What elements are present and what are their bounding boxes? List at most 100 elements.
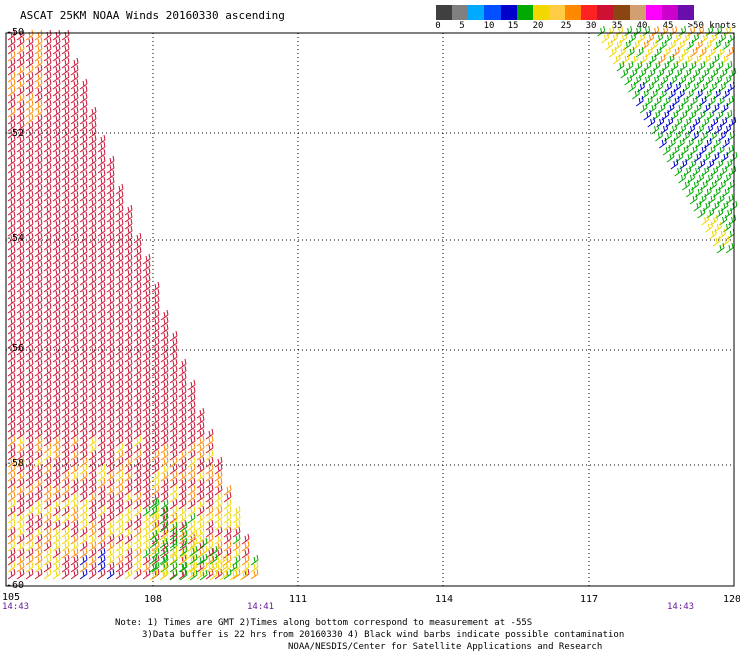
wind-barb: [61, 568, 70, 580]
wind-barb: [70, 71, 79, 83]
wind-barb: [209, 569, 218, 581]
wind-barb: [25, 50, 34, 62]
wind-barb: [647, 116, 656, 128]
wind-barb: [178, 491, 187, 503]
wind-barb: [124, 449, 133, 461]
wind-barb: [25, 57, 34, 69]
wind-barb: [151, 421, 160, 433]
wind-barb: [7, 547, 16, 559]
wind-barb: [151, 463, 160, 475]
wind-barb: [70, 540, 79, 552]
wind-barb: [133, 442, 142, 454]
wind-barb: [70, 561, 79, 573]
wind-barb: [97, 330, 106, 342]
wind-barb: [214, 463, 223, 475]
wind-barb: [16, 281, 25, 293]
wind-barb: [70, 428, 79, 440]
wind-barbs: [7, 25, 738, 581]
wind-barb: [133, 400, 142, 412]
wind-barb: [88, 519, 97, 531]
wind-barb: [124, 211, 133, 223]
wind-barb: [70, 337, 79, 349]
wind-barb: [88, 190, 97, 202]
wind-barb: [151, 358, 160, 370]
wind-barb: [159, 513, 168, 525]
wind-barb: [43, 442, 52, 454]
wind-barb: [25, 519, 34, 531]
wind-barb: [25, 225, 34, 237]
wind-barb: [223, 491, 232, 503]
wind-barb: [7, 155, 16, 167]
wind-barb: [7, 533, 16, 545]
wind-barb: [43, 400, 52, 412]
wind-barb: [241, 554, 250, 566]
wind-barb: [79, 169, 88, 181]
wind-barb: [52, 267, 61, 279]
wind-barb: [151, 386, 160, 398]
wind-barb: [88, 568, 97, 580]
wind-barb: [79, 533, 88, 545]
wind-barb: [61, 330, 70, 342]
wind-barb: [151, 393, 160, 405]
wind-barb: [106, 491, 115, 503]
wind-barb: [52, 491, 61, 503]
wind-barb: [16, 386, 25, 398]
wind-barb: [79, 120, 88, 132]
wind-barb: [61, 365, 70, 377]
wind-barb: [142, 519, 151, 531]
wind-barb: [97, 190, 106, 202]
wind-barb: [133, 246, 142, 258]
wind-barb: [52, 449, 61, 461]
wind-barb: [7, 204, 16, 216]
wind-barb: [124, 456, 133, 468]
wind-barb: [61, 309, 70, 321]
wind-barb: [43, 372, 52, 384]
wind-barb: [106, 519, 115, 531]
wind-barb: [115, 239, 124, 251]
wind-barb: [196, 407, 205, 419]
lon-label: 117: [580, 594, 599, 605]
wind-barb: [160, 463, 169, 475]
wind-barb: [25, 421, 34, 433]
wind-barb: [34, 232, 43, 244]
wind-barb: [88, 400, 97, 412]
wind-barb: [52, 351, 61, 363]
wind-barb: [25, 274, 34, 286]
wind-barb: [7, 400, 16, 412]
wind-barb: [88, 323, 97, 335]
wind-barb: [115, 491, 124, 503]
wind-barb: [106, 442, 115, 454]
wind-barb: [133, 358, 142, 370]
wind-barb: [106, 512, 115, 524]
wind-barb: [61, 218, 70, 230]
wind-barb: [34, 449, 43, 461]
wind-barb: [97, 183, 106, 195]
wind-barb: [7, 253, 16, 265]
wind-barb: [16, 260, 25, 272]
wind-barb: [7, 372, 16, 384]
wind-barb: [632, 88, 640, 100]
wind-barb: [52, 442, 61, 454]
wind-barb: [7, 449, 16, 461]
wind-barb: [187, 491, 196, 503]
wind-barb: [169, 521, 178, 533]
wind-barb: [97, 239, 106, 251]
wind-barb: [61, 260, 70, 272]
wind-barb: [142, 526, 151, 538]
wind-barb: [97, 204, 106, 216]
wind-barb: [43, 85, 52, 97]
wind-barb: [187, 463, 196, 475]
wind-barb: [151, 456, 160, 468]
wind-barb: [34, 92, 43, 104]
wind-barb: [25, 260, 34, 272]
wind-barb: [70, 134, 79, 146]
wind-barb: [169, 505, 178, 517]
wind-barb: [25, 169, 34, 181]
wind-barb: [25, 463, 34, 475]
wind-barb: [7, 365, 16, 377]
wind-barb: [142, 463, 151, 475]
wind-barb: [97, 302, 106, 314]
wind-barb: [25, 204, 34, 216]
wind-barb: [70, 519, 79, 531]
wind-barb: [187, 449, 196, 461]
